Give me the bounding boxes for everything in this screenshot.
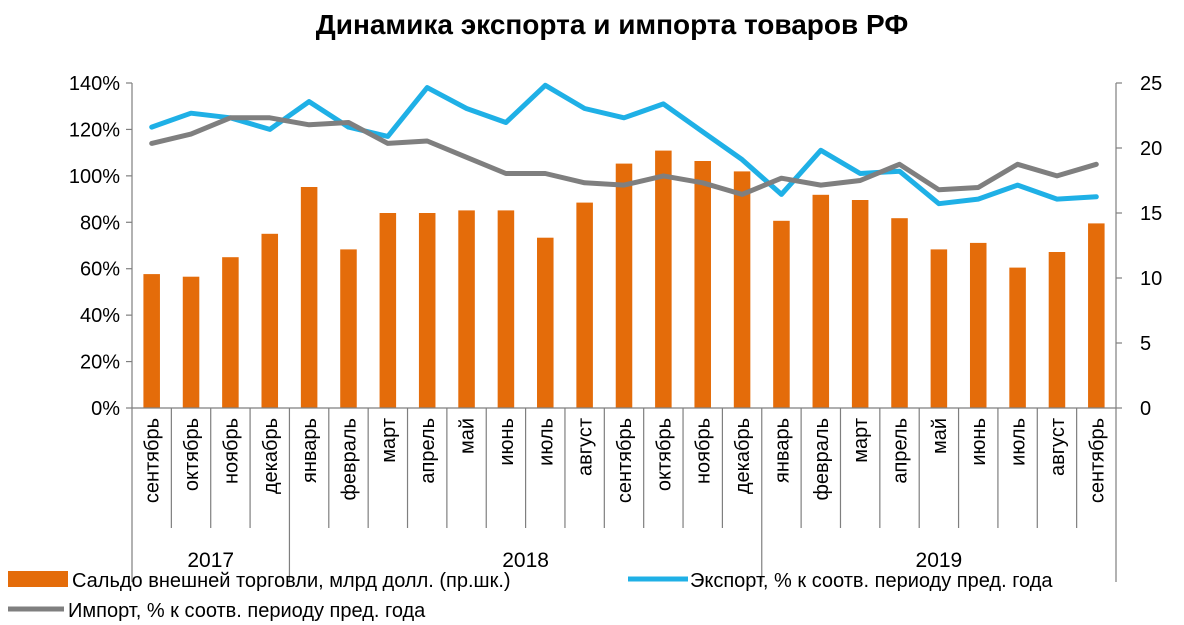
balance-bar [969, 242, 987, 408]
left-tick-label: 0% [91, 398, 120, 420]
category-label: май [929, 418, 951, 454]
balance-bar [812, 194, 830, 408]
category-label: сентябрь [614, 418, 636, 503]
line-series [149, 82, 1099, 207]
legend-bar-label: Сальдо внешней торговли, млрд долл. (пр.… [72, 570, 511, 592]
axes: 0% 20% 40% 60% 80% 100% 120% 140% 0 5 10 15 20 25 2017… [69, 73, 1162, 582]
balance-bar [694, 161, 711, 408]
right-tick-label: 10 [1140, 268, 1162, 290]
right-tick-label: 15 [1140, 203, 1162, 225]
left-tick-label: 120% [69, 119, 120, 141]
category-label: июль [1008, 418, 1030, 466]
balance-bar [851, 200, 869, 408]
left-tick-label: 100% [69, 166, 120, 188]
category-label: декабрь [260, 418, 282, 494]
left-tick-label: 60% [80, 259, 120, 281]
category-label: март [378, 418, 400, 463]
left-tick-label: 140% [69, 73, 120, 95]
left-tick-label: 80% [80, 212, 120, 234]
category-label: январь [299, 418, 321, 483]
balance-bar [379, 213, 397, 408]
category-label: декабрь [732, 418, 754, 494]
balance-bar [1009, 267, 1026, 408]
balance-bar [773, 220, 790, 408]
category-label: июнь [968, 418, 990, 466]
category-label: февраль [338, 418, 360, 501]
balance-bar [458, 210, 475, 408]
category-label: сентябрь [142, 418, 164, 503]
balance-bar [1048, 252, 1066, 408]
category-label: апрель [417, 418, 439, 484]
right-tick-label: 5 [1140, 333, 1151, 355]
chart-title: Динамика экспорта и импорта товаров РФ [316, 9, 908, 40]
category-label: март [850, 418, 872, 463]
balance-bar [930, 249, 948, 408]
category-label: январь [771, 418, 793, 483]
balance-bar [891, 218, 908, 408]
category-label: ноябрь [220, 418, 242, 484]
left-tick-label: 40% [80, 305, 120, 327]
right-tick-label: 0 [1140, 398, 1151, 420]
legend-export-label: Экспорт, % к соотв. периоду пред. года [690, 570, 1053, 592]
balance-bar [418, 213, 436, 408]
balance-bar [222, 257, 239, 408]
balance-bar [300, 187, 318, 408]
category-label: май [457, 418, 479, 454]
balance-bar [576, 202, 593, 408]
balance-bar [1088, 223, 1105, 408]
import-line [149, 115, 1099, 197]
bar-series [143, 150, 1105, 408]
right-tick-label: 25 [1140, 73, 1162, 95]
category-label: июль [535, 418, 557, 466]
category-label: октябрь [181, 418, 203, 491]
export-line [149, 82, 1099, 207]
category-label: апрель [890, 418, 912, 484]
year-label: 2019 [916, 549, 963, 572]
balance-bar [733, 171, 751, 408]
legend-bar-swatch [8, 571, 68, 587]
legend: Сальдо внешней торговли, млрд долл. (пр.… [8, 570, 1053, 622]
balance-bar [182, 276, 200, 408]
balance-bar [340, 249, 357, 408]
legend-import-label: Импорт, % к соотв. периоду пред. года [68, 600, 426, 622]
category-label: сентябрь [1086, 418, 1108, 503]
left-tick-label: 20% [80, 352, 120, 374]
year-label: 2017 [187, 549, 234, 572]
year-label: 2018 [502, 549, 549, 572]
balance-bar [655, 150, 672, 408]
balance-bar [261, 233, 279, 408]
balance-bar [497, 210, 515, 408]
category-label: февраль [811, 418, 833, 501]
category-label: июнь [496, 418, 518, 466]
balance-bar [615, 163, 633, 408]
category-label: ноябрь [693, 418, 715, 484]
category-label: август [575, 418, 597, 476]
balance-bar [143, 274, 160, 408]
category-label: август [1047, 418, 1069, 476]
right-tick-label: 20 [1140, 138, 1162, 160]
category-label: октябрь [653, 418, 675, 491]
balance-bar [537, 237, 554, 408]
